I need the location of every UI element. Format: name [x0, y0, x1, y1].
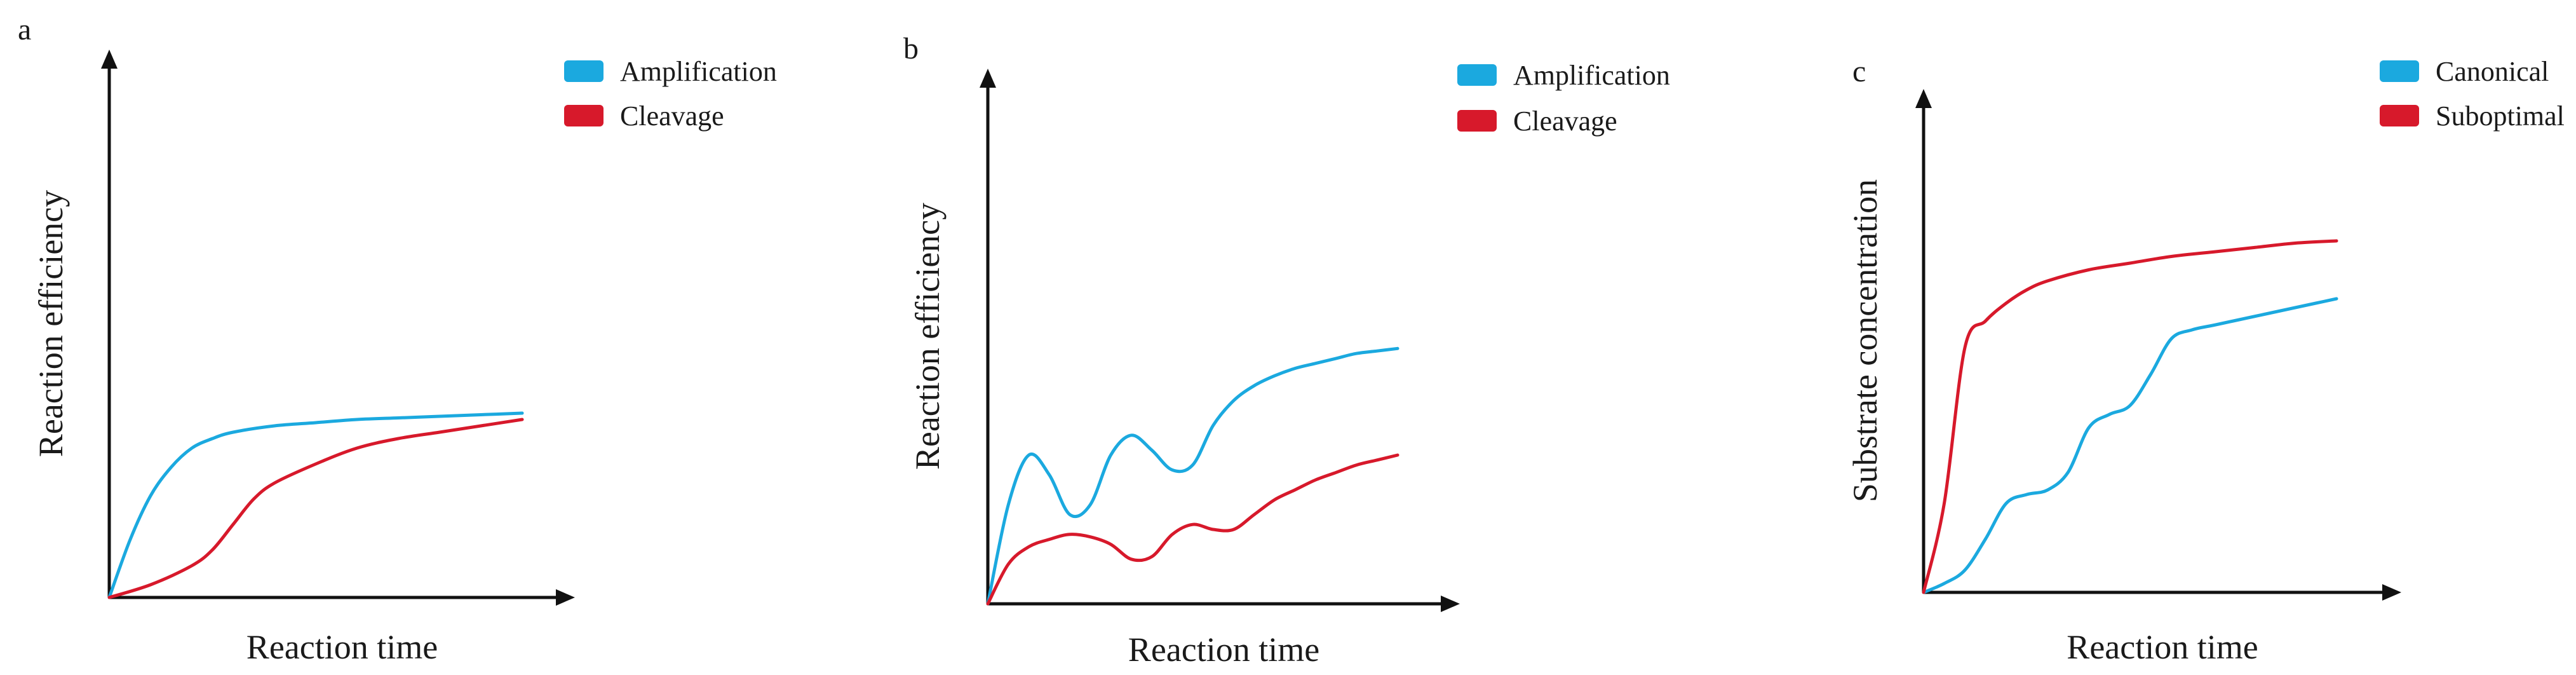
panel-c-letter: c — [1852, 55, 1866, 88]
chart-panel-b: Reaction time Reaction efficiency Amplific… — [908, 60, 1670, 669]
panel-c-x-axis-label: Reaction time — [2067, 628, 2258, 666]
panel-c-legend-swatch-suboptimal — [2380, 105, 2419, 126]
panel-c-suboptimal-curve — [1922, 239, 2338, 594]
panel-b-legend-swatch-cleavage — [1457, 110, 1497, 132]
panel-a-y-axis-label: Reaction efficiency — [32, 190, 70, 457]
chart-panel-a: Reaction time Reaction efficiency Amplific… — [32, 50, 777, 666]
panel-a-x-axis-arrowhead — [556, 589, 575, 606]
chart-panel-c: Reaction time Substrate concentration Cano… — [1846, 56, 2565, 666]
panel-b-x-axis-label: Reaction time — [1128, 631, 1319, 669]
panel-b-y-axis-arrowhead — [980, 69, 996, 88]
panel-a-x-axis-label: Reaction time — [246, 628, 438, 666]
panel-b-y-axis-label: Reaction efficiency — [908, 203, 947, 470]
panel-a-legend-swatch-amplification — [564, 60, 604, 82]
panel-a-y-axis-arrowhead — [101, 50, 118, 69]
panel-b-x-axis-arrowhead — [1441, 596, 1460, 612]
panel-a-legend-label-amplification: Amplification — [620, 56, 777, 87]
panel-c-legend-label-suboptimal: Suboptimal — [2436, 100, 2565, 132]
panel-b-amplification-curve — [986, 346, 1399, 606]
panel-c-legend-swatch-canonical — [2380, 60, 2419, 82]
panel-c-y-axis-label: Substrate concentration — [1846, 179, 1884, 502]
panel-b-letter: b — [903, 32, 919, 65]
panel-a-amplification-curve — [107, 411, 524, 599]
panel-b-legend-swatch-amplification — [1457, 64, 1497, 86]
panel-b-cleavage-curve — [986, 453, 1399, 606]
panel-c-y-axis-arrowhead — [1915, 89, 1932, 108]
panel-c-legend-label-canonical: Canonical — [2436, 56, 2549, 87]
panel-a-legend-label-cleavage: Cleavage — [620, 100, 724, 132]
panel-a-legend-swatch-cleavage — [564, 105, 604, 126]
panel-a-cleavage-curve — [107, 418, 524, 599]
panel-a-letter: a — [18, 13, 31, 46]
panel-c-x-axis-arrowhead — [2382, 584, 2401, 601]
panel-b-legend-label-cleavage: Cleavage — [1513, 106, 1617, 137]
panel-c-canonical-curve — [1922, 297, 2338, 594]
panel-b-legend-label-amplification: Amplification — [1513, 60, 1670, 91]
